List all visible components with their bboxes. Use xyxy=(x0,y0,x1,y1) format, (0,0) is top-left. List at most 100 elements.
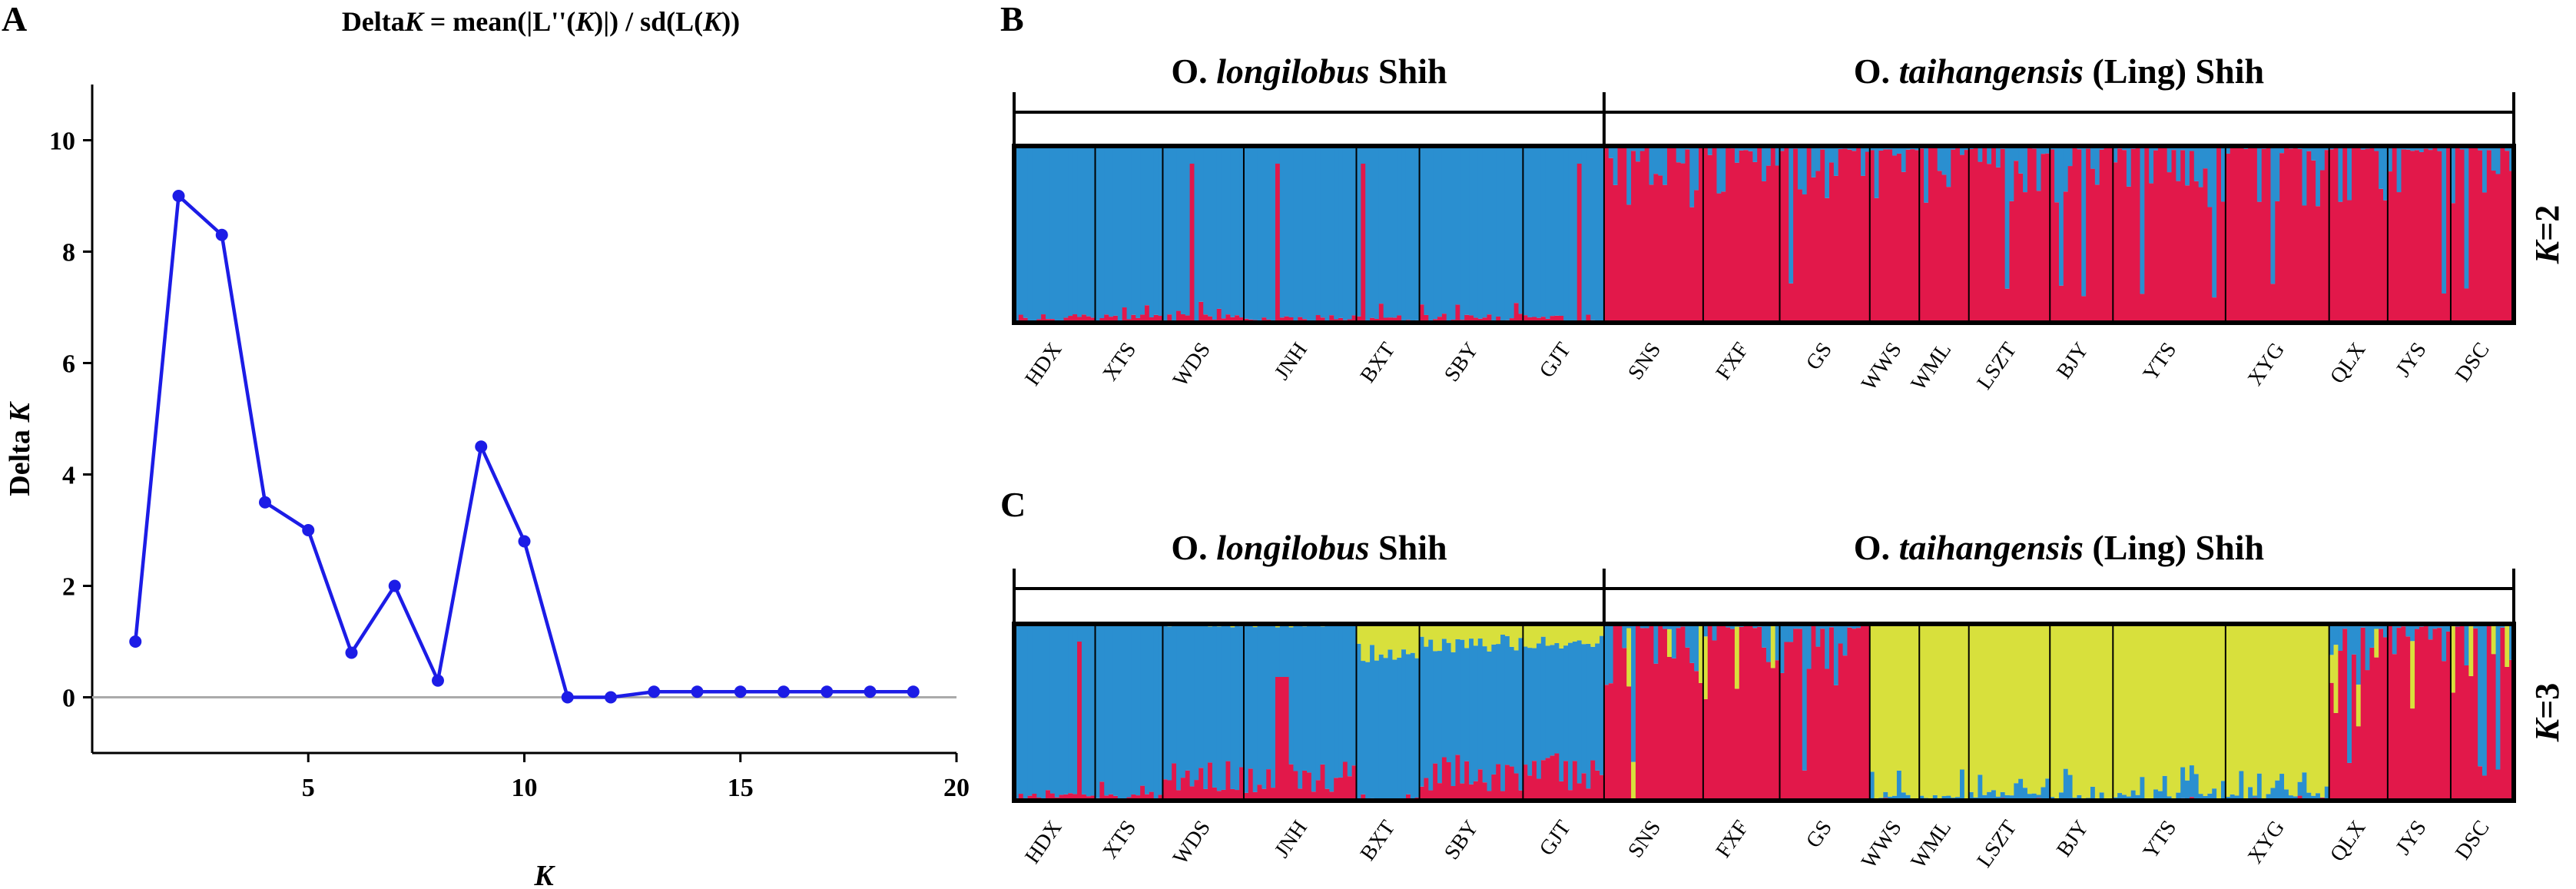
admixture-bar-segment xyxy=(1487,624,1492,652)
admixture-bar-segment xyxy=(1419,636,1425,787)
admixture-bar-segment xyxy=(1140,785,1145,801)
admixture-bar-segment xyxy=(1910,149,1915,323)
admixture-bar-segment xyxy=(2122,624,2127,795)
admixture-bar-segment xyxy=(1825,197,1830,323)
admixture-bar-segment xyxy=(1180,313,1186,323)
delta-k-panel: A DeltaK = mean(|L''(K)|) / sd(L(K)) 0 2 4… xyxy=(2,0,970,889)
structure-frame xyxy=(1012,622,2516,803)
admixture-bar-segment xyxy=(2189,765,2195,798)
admixture-bar-segment xyxy=(1563,761,1569,801)
admixture-bar-segment xyxy=(1757,147,1762,323)
admixture-bar-segment xyxy=(1861,175,1866,323)
admixture-bar-segment xyxy=(1482,146,1488,318)
admixture-bar-segment xyxy=(2113,162,2118,323)
admixture-bar-segment xyxy=(2248,624,2253,788)
admixture-bar-segment xyxy=(2275,146,2280,201)
admixture-bar-segment xyxy=(1172,146,1177,322)
admixture-bar-segment xyxy=(2176,146,2181,181)
admixture-bar-segment xyxy=(1995,167,2001,323)
admixture-bar-segment xyxy=(2185,780,2190,801)
admixture-bar-segment xyxy=(1523,146,1528,316)
population-label: XTS xyxy=(1098,338,1141,385)
admixture-bar-segment xyxy=(1536,317,1542,323)
admixture-bar-segment xyxy=(1176,310,1182,323)
admixture-bar-segment xyxy=(2279,624,2285,775)
admixture-bar-segment xyxy=(1685,149,1690,323)
admixture-bar-segment xyxy=(2081,624,2087,800)
delta-k-y-tick-label: 10 xyxy=(49,128,75,156)
admixture-bar-segment xyxy=(1852,146,1857,151)
admixture-bar-segment xyxy=(1212,787,1218,801)
admixture-bar-segment xyxy=(1595,770,1600,801)
delta-k-y-tick-label: 6 xyxy=(62,350,75,379)
admixture-bar-segment xyxy=(1973,624,1979,798)
admixture-bar-segment xyxy=(1293,771,1298,801)
admixture-bar-segment xyxy=(2374,657,2379,801)
admixture-bar-segment xyxy=(1608,146,1614,158)
admixture-bar-segment xyxy=(1392,317,1397,323)
admixture-bar-segment xyxy=(2253,624,2258,796)
admixture-bar-segment xyxy=(1649,184,1654,323)
admixture-bar-segment xyxy=(2243,624,2249,799)
admixture-bar-segment xyxy=(2239,624,2244,771)
admixture-bar-segment xyxy=(2207,207,2213,323)
admixture-bar-segment xyxy=(1586,146,1591,315)
population-label: SNS xyxy=(1623,816,1666,862)
admixture-bar-segment xyxy=(2014,783,2019,801)
delta-k-title: DeltaK = mean(|L''(K)|) / sd(L(K)) xyxy=(342,6,740,37)
admixture-bar-segment xyxy=(1433,624,1438,652)
admixture-bar-segment xyxy=(2437,151,2442,323)
admixture-bar-segment xyxy=(1477,769,1484,801)
admixture-bar-segment xyxy=(1568,790,1573,801)
admixture-bar-segment xyxy=(1946,187,1951,323)
admixture-bar-segment xyxy=(1550,316,1556,323)
admixture-bar-segment xyxy=(1104,795,1109,801)
admixture-bar-segment xyxy=(1378,624,1384,655)
panel-letter-a: A xyxy=(2,0,27,38)
admixture-bar-segment xyxy=(1869,624,1875,772)
admixture-bar-segment xyxy=(2031,624,2037,794)
admixture-bar-segment xyxy=(2387,171,2393,323)
admixture-bar-segment xyxy=(1865,625,1871,801)
admixture-bar-segment xyxy=(1446,761,1452,801)
admixture-bar-segment xyxy=(2428,624,2434,640)
admixture-bar-segment xyxy=(1550,645,1556,756)
admixture-bar-segment xyxy=(1216,146,1222,309)
admixture-bar-segment xyxy=(2117,148,2123,323)
admixture-bar-segment xyxy=(1112,315,1119,323)
admixture-bar-segment xyxy=(1663,629,1668,801)
admixture-bar-segment xyxy=(1221,789,1227,801)
admixture-bar-segment xyxy=(2383,200,2389,323)
admixture-bar-segment xyxy=(1361,794,1366,801)
admixture-bar-segment xyxy=(1559,648,1564,781)
admixture-bar-segment xyxy=(1361,146,1366,164)
admixture-bar-segment xyxy=(2135,148,2141,323)
admixture-bar-segment xyxy=(1838,149,1844,323)
admixture-bar-segment xyxy=(1739,150,1745,323)
admixture-bar-segment xyxy=(1140,624,1145,786)
admixture-bar-segment xyxy=(1298,624,1303,789)
admixture-bar-segment xyxy=(1919,624,1925,796)
admixture-bar-segment xyxy=(2284,789,2289,801)
admixture-bar-segment xyxy=(1734,146,1740,163)
admixture-bar-segment xyxy=(1203,314,1208,323)
admixture-bar-segment xyxy=(1617,625,1623,801)
admixture-bar-segment xyxy=(1765,165,1772,323)
admixture-bar-segment xyxy=(1815,171,1821,323)
admixture-bar-segment xyxy=(2360,149,2366,323)
admixture-bar-segment xyxy=(1311,791,1317,801)
admixture-bar-segment xyxy=(2180,150,2186,323)
admixture-bar-segment xyxy=(1991,624,1997,791)
admixture-bar-segment xyxy=(1779,151,1785,323)
admixture-bar-segment xyxy=(1441,146,1447,314)
admixture-bar-segment xyxy=(1825,624,1830,669)
admixture-bar-segment xyxy=(1424,624,1429,647)
admixture-bar-segment xyxy=(1828,162,1835,323)
admixture-bar-segment xyxy=(1590,146,1596,320)
admixture-bar-segment xyxy=(1158,316,1164,323)
admixture-bar-segment xyxy=(1014,624,1019,800)
admixture-bar-segment xyxy=(1036,146,1042,320)
admixture-bar-segment xyxy=(1603,624,1610,685)
admixture-bar-segment xyxy=(1180,146,1186,314)
admixture-bar-segment xyxy=(2045,153,2051,323)
